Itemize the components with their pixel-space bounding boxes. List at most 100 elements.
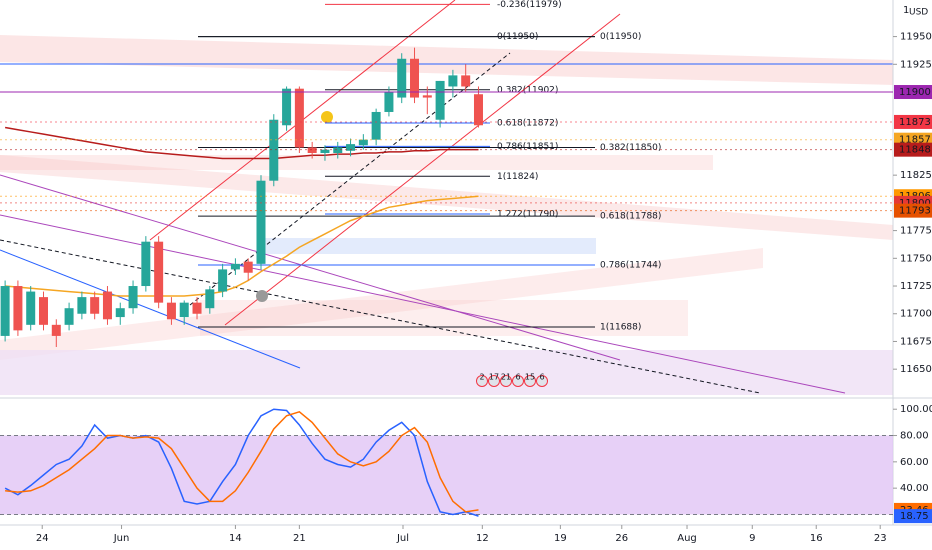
event-label: 15 bbox=[525, 373, 535, 382]
price-tag-label: 11857 bbox=[899, 135, 931, 146]
candle-body bbox=[243, 261, 253, 273]
y-tick-label: 100.00 bbox=[900, 404, 932, 415]
candle-body bbox=[358, 139, 368, 146]
candle-body bbox=[256, 180, 266, 264]
candle-body bbox=[90, 297, 100, 314]
x-tick-label: Jun bbox=[113, 533, 130, 544]
candle-body bbox=[333, 147, 343, 153]
candle-body bbox=[128, 286, 138, 309]
candle-body bbox=[166, 302, 176, 320]
band bbox=[0, 35, 893, 85]
event-label: 2 bbox=[479, 373, 484, 382]
zone bbox=[0, 350, 893, 395]
price-tag bbox=[894, 203, 932, 218]
x-tick-label: 26 bbox=[615, 533, 628, 544]
event-icon bbox=[536, 375, 548, 387]
y-tick-label: 11925 bbox=[900, 59, 932, 70]
price-tag bbox=[894, 114, 932, 129]
candle-body bbox=[154, 241, 164, 303]
event-icon bbox=[500, 375, 512, 387]
candle-body bbox=[141, 241, 151, 287]
price-tag-label: 11900 bbox=[899, 87, 931, 98]
channel bbox=[224, 13, 621, 326]
candle-body bbox=[205, 289, 215, 309]
y-tick-label: 11700 bbox=[900, 309, 932, 320]
line bbox=[5, 195, 479, 297]
candle-body bbox=[294, 88, 304, 148]
marker bbox=[321, 111, 333, 123]
candle-body bbox=[269, 119, 279, 181]
trend bbox=[189, 52, 511, 306]
candle-body bbox=[102, 291, 112, 320]
drawings bbox=[0, 0, 893, 395]
line bbox=[4, 126, 479, 160]
fib-label: 0.618(11872) bbox=[497, 119, 558, 129]
candle-body bbox=[192, 302, 202, 314]
candle-body bbox=[38, 297, 48, 325]
candle-body bbox=[448, 75, 458, 87]
candle-body bbox=[51, 324, 61, 336]
event-icon bbox=[488, 375, 500, 387]
candle-body bbox=[410, 58, 420, 98]
y-tick-label: 11775 bbox=[900, 226, 932, 237]
candle-body bbox=[282, 88, 292, 126]
y-tick-label: 11725 bbox=[900, 281, 932, 292]
line bbox=[5, 411, 479, 513]
band bbox=[0, 435, 893, 515]
event-icon bbox=[512, 375, 524, 387]
x-tick-label: 9 bbox=[749, 533, 755, 544]
price-tag-label: 11873 bbox=[899, 117, 931, 128]
event-label: 6 bbox=[515, 373, 520, 382]
y-tick-label: 11750 bbox=[900, 253, 932, 264]
y-tick-label: 80.00 bbox=[900, 431, 929, 442]
candle-body bbox=[115, 308, 125, 318]
y-tick-label: 11950 bbox=[900, 32, 932, 43]
candle-body bbox=[13, 286, 23, 331]
fib-label: 0.382(11902) bbox=[497, 85, 558, 95]
candle-body bbox=[320, 149, 330, 153]
candle-body bbox=[0, 286, 10, 336]
x-tick-label: 14 bbox=[229, 533, 242, 544]
fib-label: 1(11824) bbox=[497, 172, 538, 182]
trend bbox=[0, 239, 761, 394]
candle-body bbox=[435, 80, 445, 120]
value-tag-label: 18.75 bbox=[900, 511, 929, 522]
trend bbox=[0, 249, 301, 369]
price-tag bbox=[894, 142, 932, 157]
candle-body bbox=[422, 95, 432, 98]
price-tag-label: 11793 bbox=[899, 206, 931, 217]
x-tick-label: 21 bbox=[293, 533, 306, 544]
candle-body bbox=[26, 291, 36, 325]
price-tag-label: 11848 bbox=[899, 145, 931, 156]
x-tick-label: Jul bbox=[396, 533, 409, 544]
candle-body bbox=[179, 302, 189, 318]
candle-body bbox=[384, 92, 394, 112]
x-tick-label: 19 bbox=[554, 533, 567, 544]
fib-label: -0.236(11979) bbox=[497, 0, 562, 10]
line bbox=[4, 408, 479, 517]
fib-label: 0(11950) bbox=[600, 32, 641, 42]
candle-body bbox=[346, 144, 356, 151]
candle-body bbox=[371, 111, 381, 140]
y-tick-label: 40.00 bbox=[900, 483, 929, 494]
band bbox=[0, 248, 763, 360]
candle-body bbox=[218, 269, 228, 292]
fib-label: 0.786(11744) bbox=[600, 260, 661, 270]
candle-body bbox=[64, 308, 74, 325]
fib-label: 0.382(11850) bbox=[600, 143, 661, 153]
fib-label: 1(11688) bbox=[600, 323, 641, 333]
y-tick-label: 11650 bbox=[900, 364, 932, 375]
band bbox=[0, 155, 713, 170]
fib-label: 1.272(11790) bbox=[497, 209, 558, 219]
candle-body bbox=[473, 94, 483, 126]
y-tick-label: 11825 bbox=[900, 170, 932, 181]
price-tag-label: 11800 bbox=[899, 198, 931, 209]
event-label: 17 bbox=[489, 373, 499, 382]
x-tick-label: Aug bbox=[677, 533, 697, 544]
x-tick-label: 24 bbox=[36, 533, 49, 544]
band bbox=[0, 155, 893, 240]
candle-body bbox=[397, 58, 407, 98]
x-tick-label: 16 bbox=[810, 533, 823, 544]
y-tick-label: 60.00 bbox=[900, 457, 929, 468]
